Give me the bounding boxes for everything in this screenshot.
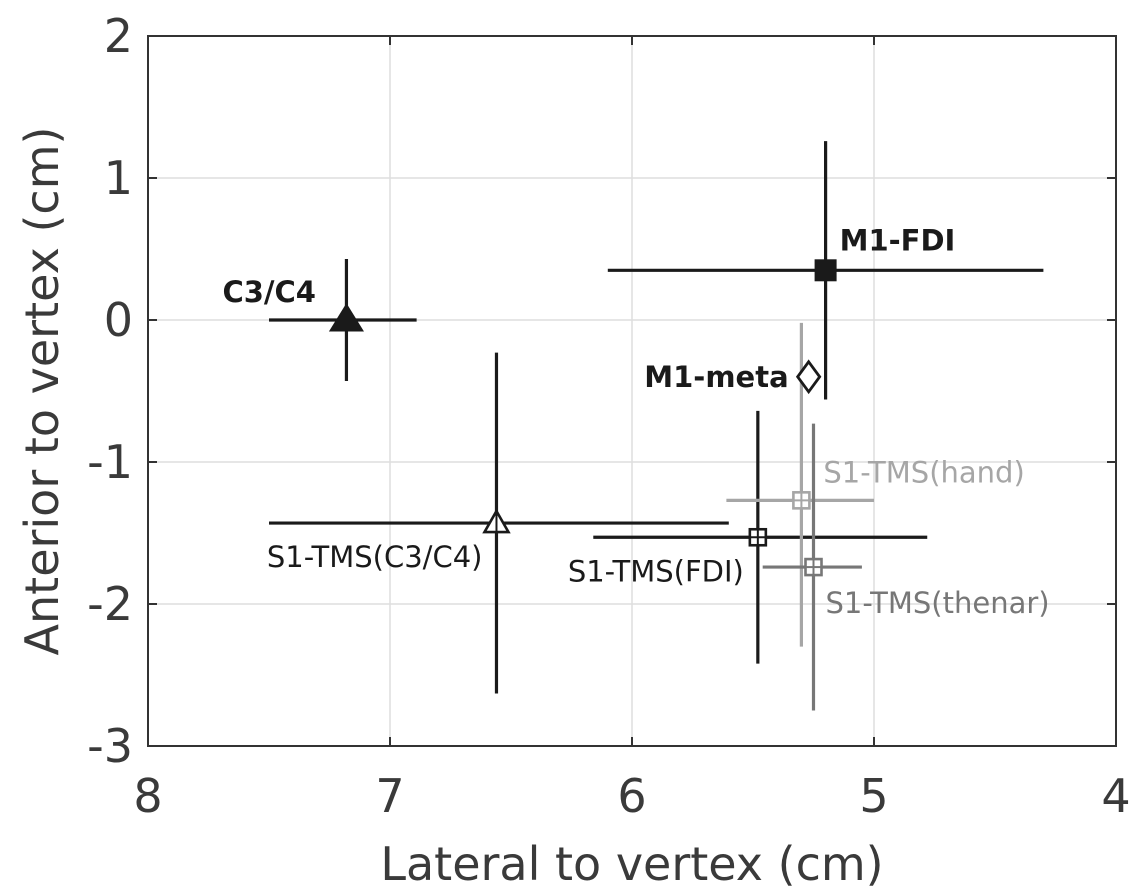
marker-m1-fdi bbox=[814, 259, 837, 282]
point-label-s1-tms-hand: S1-TMS(hand) bbox=[823, 455, 1024, 489]
y-tick-label: -1 bbox=[87, 435, 133, 489]
point-label-s1-tms-fdi: S1-TMS(FDI) bbox=[568, 554, 744, 588]
y-tick-label: -3 bbox=[87, 719, 133, 773]
y-axis-title: Anterior to vertex (cm) bbox=[15, 127, 69, 656]
axis-ticks bbox=[147, 35, 1117, 747]
x-tick-label: 5 bbox=[859, 769, 888, 823]
marker-m1-meta bbox=[795, 359, 822, 395]
point-label-c3-c4: C3/C4 bbox=[222, 275, 316, 309]
marker-c3-c4 bbox=[328, 303, 364, 332]
point-label-m1-meta: M1-meta bbox=[644, 360, 788, 394]
data-markers bbox=[328, 259, 837, 577]
y-tick-label: 1 bbox=[104, 151, 133, 205]
point-labels: C3/C4 M1-FDI M1-meta S1-TMS(C3/C4) S1-TMS(FD… bbox=[222, 223, 1049, 620]
y-axis-tick-labels: -3 -2 -1 0 1 2 bbox=[87, 9, 133, 773]
y-tick-label: 2 bbox=[104, 9, 133, 63]
point-label-s1-tms-thenar: S1-TMS(thenar) bbox=[826, 586, 1050, 620]
x-axis-title: Lateral to vertex (cm) bbox=[380, 837, 883, 891]
point-label-m1-fdi: M1-FDI bbox=[840, 223, 956, 257]
y-tick-label: 0 bbox=[104, 293, 133, 347]
grid bbox=[148, 36, 1116, 746]
x-tick-label: 6 bbox=[617, 769, 646, 823]
x-tick-label: 4 bbox=[1101, 769, 1130, 823]
point-label-s1-tms-c3-c4: S1-TMS(C3/C4) bbox=[267, 540, 483, 574]
y-tick-label: -2 bbox=[87, 577, 133, 631]
x-tick-label: 8 bbox=[133, 769, 162, 823]
x-axis-tick-labels: 8 7 6 5 4 bbox=[133, 769, 1130, 823]
x-tick-label: 7 bbox=[375, 769, 404, 823]
